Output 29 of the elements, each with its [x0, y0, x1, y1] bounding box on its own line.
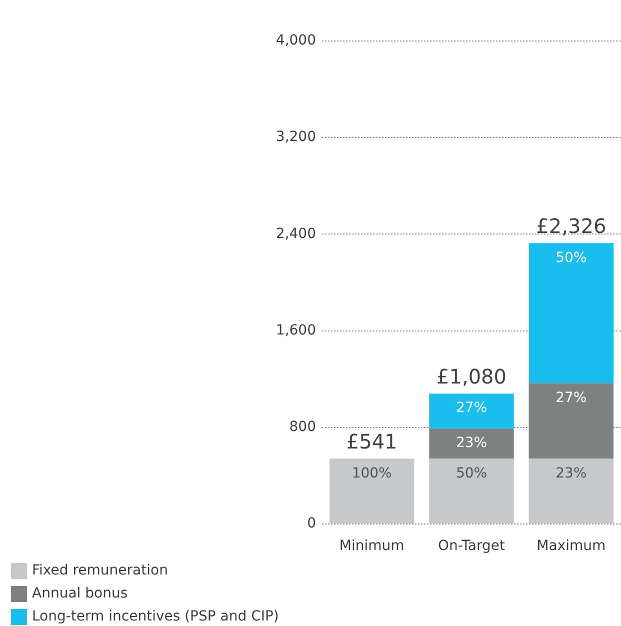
- total-label: £541: [346, 430, 398, 454]
- y-tick-label: 3,200: [276, 129, 316, 146]
- y-tick-label: 800: [289, 419, 316, 436]
- legend-label: Fixed remuneration: [32, 562, 168, 579]
- legend-label: Annual bonus: [32, 586, 128, 602]
- total-label: £2,326: [536, 214, 606, 238]
- bar: [528, 383, 614, 459]
- total-label: £1,080: [436, 364, 506, 389]
- x-tick-label: Minimum: [339, 538, 404, 554]
- x-tick-label: On-Target: [438, 538, 506, 554]
- annotation: 27%: [556, 390, 587, 406]
- bar: [429, 428, 514, 459]
- y-tick-label: 0: [307, 516, 316, 532]
- annotation: 100%: [352, 465, 392, 482]
- y-tick-label: 1,600: [276, 322, 316, 338]
- annotation: 23%: [456, 435, 488, 452]
- annotation: 50%: [456, 465, 488, 482]
- annotation: 27%: [456, 400, 488, 416]
- bar: [528, 243, 614, 384]
- y-tick-label: 4,000: [276, 32, 316, 49]
- bar: [429, 394, 514, 429]
- x-tick-label: Maximum: [536, 538, 606, 554]
- y-tick-label: 2,400: [276, 226, 316, 242]
- annotation: 50%: [556, 250, 587, 266]
- annotation: 23%: [556, 465, 587, 482]
- legend-label: Long-term incentives (PSP and CIP): [32, 608, 279, 625]
- bar: [429, 458, 514, 524]
- bar: [329, 458, 414, 524]
- bar: [528, 458, 614, 524]
